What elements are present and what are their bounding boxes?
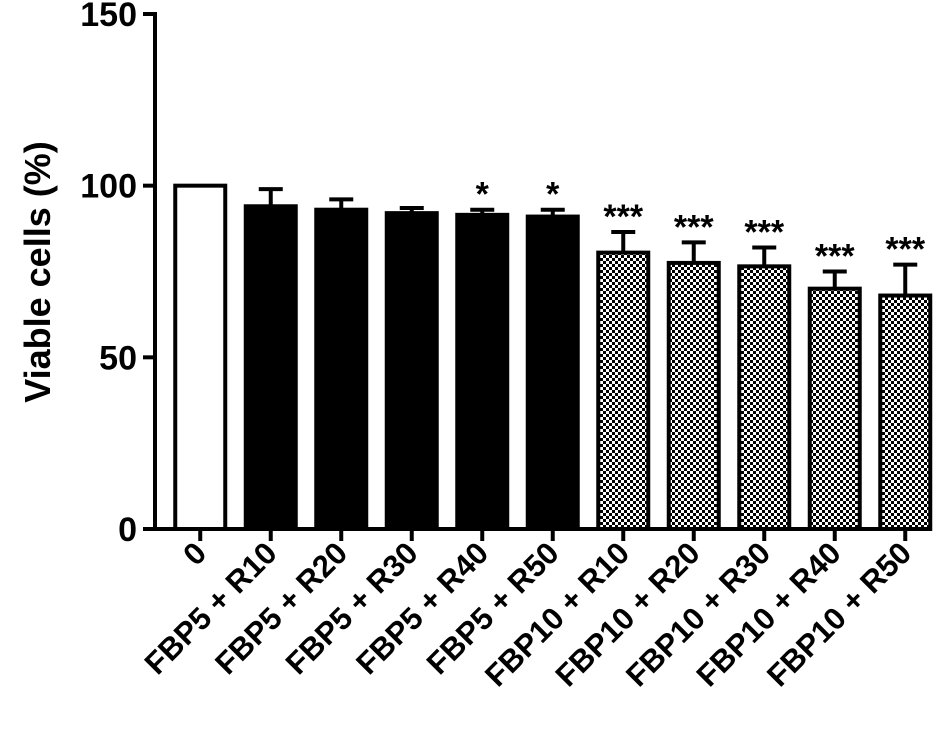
bar <box>807 286 862 531</box>
bar <box>314 207 369 531</box>
y-tick-label: 100 <box>80 168 137 206</box>
significance-marker: *** <box>815 238 855 276</box>
significance-marker: *** <box>885 231 925 269</box>
y-tick-label: 150 <box>80 0 137 34</box>
x-tick-label: 0 <box>176 535 213 572</box>
y-tick-label: 0 <box>118 511 137 549</box>
y-tick-label: 50 <box>99 339 137 377</box>
significance-marker: *** <box>674 208 714 246</box>
bar <box>737 264 792 531</box>
bar <box>243 204 298 531</box>
significance-marker: * <box>546 176 560 214</box>
bar <box>384 211 439 531</box>
bar <box>525 214 580 531</box>
bar <box>173 183 228 532</box>
bar <box>596 250 651 531</box>
significance-marker: * <box>476 176 490 214</box>
significance-marker: *** <box>603 198 643 236</box>
y-axis: 0 50 100 150 <box>80 0 157 549</box>
significance-marker: *** <box>744 213 784 251</box>
bar <box>455 212 510 531</box>
bars-group: * **** *** ****** *** <box>173 176 933 532</box>
y-axis-label: Viable cells (%) <box>17 141 58 402</box>
bar <box>878 293 933 531</box>
bar <box>666 260 721 531</box>
